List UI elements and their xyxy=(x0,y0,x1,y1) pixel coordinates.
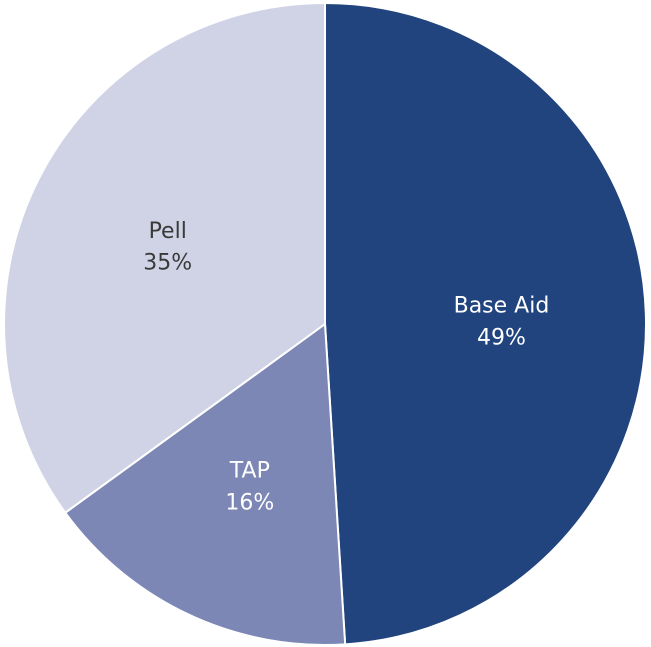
pie-label-tap: TAP 16% xyxy=(225,459,274,516)
pie-label-percent: 35% xyxy=(143,251,192,276)
pie-label-percent: 49% xyxy=(477,325,526,350)
pie-slice-pell xyxy=(3,1,326,515)
pie-labels: Base Aid 49% TAP 16% Pell 35% xyxy=(143,219,549,516)
pie-label-pell: Pell 35% xyxy=(143,219,192,276)
pie-label-name: TAP xyxy=(229,459,270,484)
pie-label-percent: 16% xyxy=(225,491,274,516)
pie-slice-base-aid xyxy=(324,1,647,646)
pie-label-name: Base Aid xyxy=(454,293,550,318)
pie-label-name: Pell xyxy=(149,219,187,244)
pie-label-base-aid: Base Aid 49% xyxy=(454,293,550,350)
pie-slices xyxy=(3,1,647,646)
pie-slice-tap xyxy=(63,322,347,646)
